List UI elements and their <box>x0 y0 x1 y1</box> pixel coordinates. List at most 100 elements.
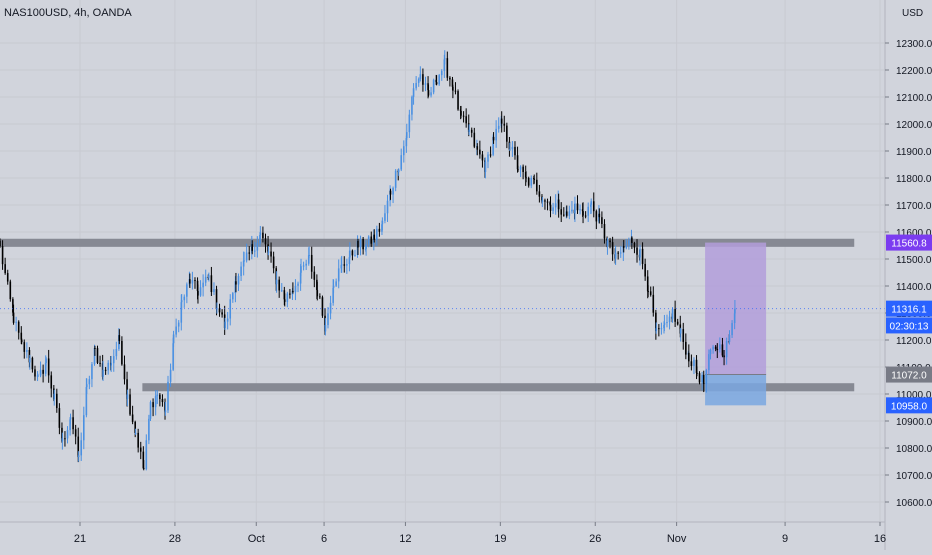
candle-body <box>417 78 420 83</box>
candle-body <box>253 250 256 252</box>
candle-body <box>492 136 494 155</box>
candle-body <box>229 299 232 319</box>
candle-body <box>66 430 69 439</box>
candle-body <box>679 329 682 334</box>
candle-body <box>297 283 299 286</box>
candle-body <box>299 272 302 284</box>
candle-body <box>110 363 112 366</box>
candle-body <box>283 299 286 302</box>
candle-body <box>701 374 703 383</box>
candle-body <box>576 203 579 211</box>
candle-body <box>307 255 310 264</box>
candle-body <box>96 348 99 363</box>
price-label-text: 10958.0 <box>891 401 928 412</box>
candle-body <box>180 300 183 303</box>
candle-body <box>503 123 506 126</box>
candle-body <box>44 362 47 374</box>
candle-body <box>278 279 280 291</box>
candle-body <box>29 357 31 363</box>
candle-body <box>348 257 351 265</box>
x-tick-label: 6 <box>321 533 327 545</box>
candle-body <box>655 328 658 332</box>
candle-body <box>302 265 305 267</box>
candle-body <box>126 394 129 399</box>
candle-body <box>663 322 666 325</box>
candle-body <box>224 321 226 328</box>
candle-body <box>619 252 622 254</box>
candle-body <box>544 200 546 202</box>
candle-body <box>221 312 223 315</box>
candle-body <box>649 291 652 295</box>
candle-body <box>451 79 454 87</box>
candle-body <box>698 373 701 383</box>
candle-body <box>468 129 470 132</box>
candle-body <box>695 359 698 373</box>
candle-body <box>454 90 457 92</box>
candle-body <box>37 375 39 377</box>
candle-body <box>489 154 492 156</box>
target-zone[interactable] <box>705 242 767 375</box>
candle-body <box>131 414 134 422</box>
candle-body <box>438 75 440 85</box>
candle-body <box>237 276 240 285</box>
candle-body <box>509 149 511 151</box>
support-zone[interactable] <box>142 383 855 392</box>
candle-body <box>34 369 36 377</box>
candle-body <box>446 58 449 78</box>
candle-body <box>609 240 611 243</box>
candle-body <box>248 252 251 254</box>
candle-body <box>189 279 191 284</box>
candle-body <box>430 92 432 96</box>
candle-body <box>522 166 524 173</box>
candle-body <box>72 417 74 430</box>
x-tick-label: 19 <box>494 533 506 545</box>
candle-body <box>316 290 319 297</box>
candle-body <box>91 364 93 380</box>
candle-body <box>432 79 435 93</box>
candle-body <box>560 209 563 215</box>
candle-body <box>574 203 576 214</box>
candle-body <box>633 242 636 248</box>
candle-body <box>324 325 327 332</box>
candle-body <box>85 384 88 388</box>
resistance-zone[interactable] <box>0 238 855 247</box>
candle-body <box>465 116 467 124</box>
price-axis[interactable]: 12300.0 12200.0 12100.0 12000.0 11900.0 11800… <box>885 39 932 509</box>
candle-body <box>359 238 362 248</box>
candle-body <box>17 321 20 333</box>
candle-body <box>242 260 245 267</box>
x-tick-label: 21 <box>74 533 86 545</box>
candle-body <box>74 429 77 437</box>
candle-body <box>592 201 595 212</box>
candle-body <box>668 316 671 323</box>
candle-body <box>473 132 476 147</box>
time-axis[interactable]: 21 28 Oct 6 12 19 26 Nov 9 16 <box>74 522 886 545</box>
candle-body <box>367 236 370 245</box>
candle-body <box>549 204 552 211</box>
candle-body <box>601 217 603 224</box>
candle-body <box>671 309 674 319</box>
candle-body <box>568 211 571 216</box>
candle-body <box>457 91 459 110</box>
candle-body <box>495 128 497 141</box>
candle-body <box>327 313 329 326</box>
price-label-box <box>886 317 932 334</box>
candle-body <box>289 293 291 295</box>
candle-body <box>525 177 527 179</box>
candle-body <box>709 349 712 355</box>
candle-body <box>142 451 145 468</box>
candle-body <box>579 209 581 211</box>
candle-body <box>514 146 516 156</box>
candle-body <box>595 211 598 222</box>
candle-body <box>142 467 145 470</box>
candle-body <box>460 110 462 116</box>
stop-zone[interactable] <box>705 374 767 406</box>
candle-body <box>319 296 321 298</box>
candle-body <box>45 358 47 363</box>
candle-body <box>354 254 356 256</box>
candle-body <box>270 251 272 257</box>
candle-body <box>530 177 533 186</box>
position-tool[interactable] <box>705 242 767 406</box>
